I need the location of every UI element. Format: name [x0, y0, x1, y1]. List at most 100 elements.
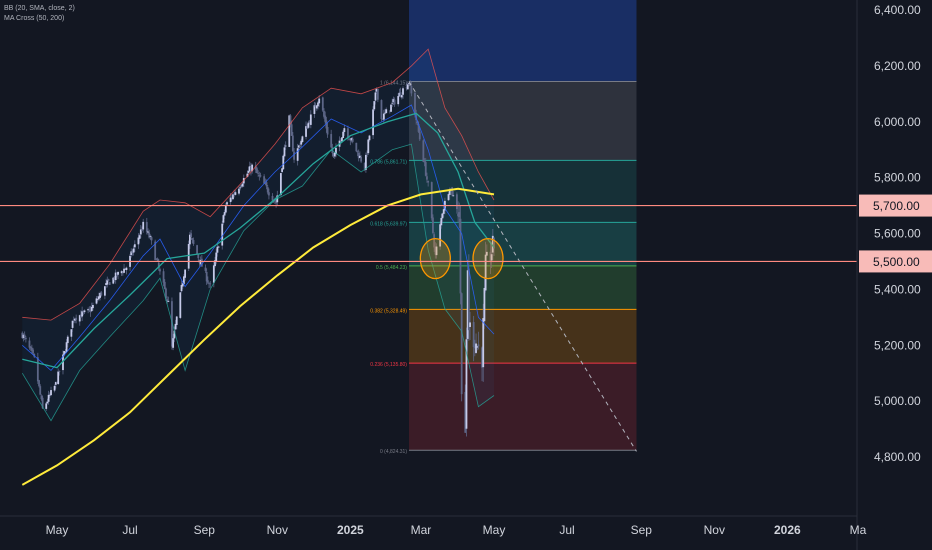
candle-body: [372, 109, 374, 136]
candle-body: [477, 344, 480, 347]
x-tick-label: Sep: [194, 523, 216, 537]
candle-body: [148, 232, 151, 238]
candle-body: [50, 390, 52, 396]
candle-body: [154, 241, 157, 261]
fib-zone-0.236: [408, 363, 637, 451]
candle-body: [191, 238, 194, 240]
candle-body: [368, 135, 371, 141]
fib-level-label-0.236: 0.236 (5,135.80): [370, 362, 407, 368]
candle-body: [289, 115, 292, 125]
price-label-box-5500: [859, 250, 932, 273]
candle-body: [254, 165, 257, 170]
candle-body: [484, 254, 487, 291]
candle-body: [229, 197, 232, 203]
candle-body: [115, 272, 118, 277]
bb-lower-line[interactable]: [21, 143, 495, 422]
candle-body: [382, 113, 385, 120]
candle-body: [162, 271, 165, 283]
candle-body: [350, 138, 353, 141]
bb-legend-label[interactable]: BB (20, SMA, close, 2): [4, 5, 75, 12]
candle-body: [374, 92, 377, 101]
candle-body: [408, 83, 410, 84]
candle-body: [58, 371, 61, 373]
candle-body: [123, 268, 125, 273]
candles[interactable]: [21, 80, 495, 437]
x-tick-label: May: [483, 523, 506, 537]
fibonacci-retracement[interactable]: 1 (6,144.15) 0.786 (5,861.71) 0.618 (5,639…: [370, 0, 637, 455]
y-tick-label: 6,200.00: [874, 59, 921, 73]
ma-cross-legend-label[interactable]: MA Cross (50, 200): [4, 15, 65, 22]
candle-body: [39, 386, 42, 395]
candle-body: [120, 271, 123, 274]
price-axis-bg: [857, 0, 932, 550]
bb-upper-line[interactable]: [22, 48, 495, 321]
candle-body: [240, 185, 243, 187]
candle-body: [80, 314, 82, 318]
projection-trendline[interactable]: [408, 81, 637, 452]
candle-body: [439, 224, 442, 247]
candle-body: [390, 104, 392, 112]
candle-body: [393, 99, 396, 105]
candle-body: [324, 115, 327, 122]
x-tick-label: Mar: [411, 523, 432, 537]
x-tick-label: Nov: [704, 523, 725, 537]
candle-body: [21, 332, 24, 338]
candle-body: [142, 221, 145, 230]
candle-body: [342, 131, 345, 138]
fib-level-label-0.618: 0.618 (5,639.97): [370, 221, 407, 227]
candle-body: [434, 246, 437, 255]
candle-body: [330, 134, 333, 148]
candle-body: [323, 110, 325, 117]
candle-body: [192, 240, 195, 245]
candle-body: [491, 235, 494, 253]
x-tick-label: Jul: [559, 523, 574, 537]
candle-body: [357, 152, 360, 159]
candle-body: [291, 135, 294, 152]
candle-body: [145, 222, 148, 232]
candle-body: [197, 254, 200, 259]
candle-body: [224, 205, 227, 213]
fib-zone-top: [408, 0, 637, 82]
candle-body: [32, 349, 34, 354]
candle-body: [222, 215, 225, 223]
candle-body: [181, 283, 184, 287]
candle-body: [64, 351, 67, 353]
candle-body: [314, 104, 317, 108]
candle-body: [105, 283, 107, 285]
candle-body: [489, 251, 492, 262]
candle-body: [409, 84, 412, 86]
candle-body: [296, 148, 299, 161]
candle-body: [206, 280, 209, 283]
candle-body: [124, 268, 127, 270]
candle-body: [137, 237, 140, 245]
candle-body: [301, 136, 304, 143]
candle-body: [138, 235, 141, 239]
candle-body: [441, 213, 444, 219]
y-tick-label: 5,000.00: [874, 394, 921, 408]
candle-body: [196, 245, 198, 255]
candle-body: [335, 147, 337, 155]
bb-basis-line[interactable]: [22, 104, 495, 371]
candle-body: [30, 347, 33, 351]
candle-body: [82, 311, 85, 313]
highlight-circle-2[interactable]: [472, 237, 504, 280]
candle-body: [62, 354, 64, 371]
x-tick-label: Ma: [850, 523, 867, 537]
ma50-line[interactable]: [22, 112, 495, 369]
candle-body: [493, 237, 495, 249]
candle-body: [171, 301, 173, 347]
candle-body: [234, 192, 237, 195]
candle-body: [71, 320, 74, 328]
candle-body: [405, 87, 408, 89]
candle-body: [435, 246, 438, 256]
fib-level-label-0.382: 0.382 (5,328.49): [370, 308, 407, 314]
ma200-line[interactable]: [21, 187, 495, 486]
candle-body: [200, 258, 203, 267]
candle-body: [459, 218, 462, 294]
candle-body: [281, 168, 283, 172]
candle-body: [373, 101, 376, 110]
highlight-circle-1[interactable]: [419, 237, 451, 280]
candle-body: [426, 176, 428, 180]
candle-body: [339, 139, 342, 142]
